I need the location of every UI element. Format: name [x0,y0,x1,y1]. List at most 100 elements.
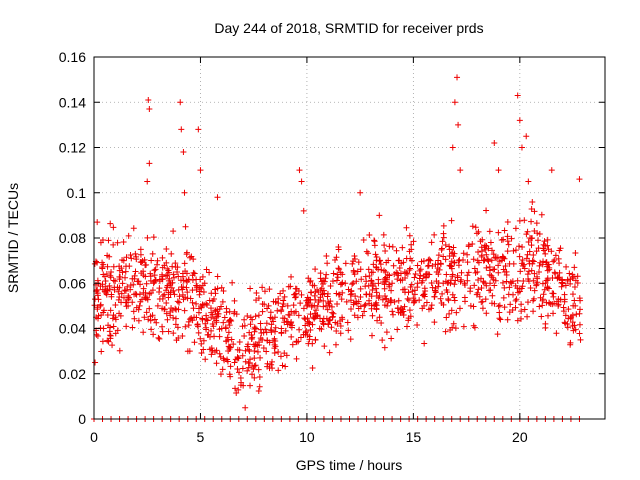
data-point [195,323,201,330]
data-point [389,280,396,287]
data-point [116,284,123,291]
data-point [298,291,305,298]
data-point [319,318,326,325]
data-point [204,301,211,308]
data-point [214,194,221,201]
data-point [114,239,121,246]
data-point [406,307,413,314]
data-point [189,299,196,306]
data-point [245,360,252,367]
data-point [302,322,309,329]
data-point [275,367,282,374]
data-point [344,319,351,326]
data-point [287,320,294,327]
data-point [486,228,493,235]
data-point [300,305,307,312]
data-point [332,256,339,263]
data-point [545,246,552,253]
data-point [320,297,327,304]
data-point [396,264,403,271]
data-point [104,263,111,270]
data-point [464,277,471,284]
data-point [514,277,521,284]
data-point [103,270,110,277]
data-point [365,282,372,289]
data-point [143,309,150,316]
data-point [496,258,503,265]
data-point [256,339,263,346]
data-point [494,331,501,338]
data-point [163,299,170,306]
data-point [227,363,234,370]
data-point [155,334,162,341]
data-point [123,323,130,330]
data-point [283,318,290,325]
data-point [211,333,218,340]
data-point [91,260,98,267]
data-point [123,299,130,306]
data-point [474,257,481,264]
data-point [510,247,517,254]
data-point [531,227,538,234]
data-point [425,306,432,313]
data-point [572,249,579,256]
data-point [232,356,239,363]
data-point [219,298,226,305]
data-point [119,280,126,287]
data-point [501,284,508,291]
data-point [339,289,346,296]
data-point [263,348,270,355]
data-point [540,291,547,298]
data-point [478,299,485,306]
data-point [133,256,140,263]
data-point [163,310,170,317]
data-point [421,302,428,309]
data-point [260,345,267,352]
data-point [497,316,504,323]
data-point [271,345,278,352]
data-point [334,274,341,281]
y-tick-label: 0.1 [67,185,87,201]
data-point [381,242,388,249]
axis-ticks: 0 0.02 0.04 0.06 0.08 0.1 0.12 0.14 0.16 0 5 10 15 20 [59,49,605,445]
data-point [159,264,166,271]
data-point [494,254,501,261]
data-point [553,330,560,337]
data-point [213,347,220,354]
data-point [350,280,357,287]
data-point [110,277,117,284]
data-point [414,280,421,287]
data-point [97,302,104,309]
data-point [277,290,284,297]
data-point [438,245,445,252]
data-point [452,325,459,332]
data-point [189,287,196,294]
data-point [229,279,236,286]
data-point [479,298,486,305]
data-point [183,251,190,258]
data-point [327,298,334,305]
data-point [469,241,476,248]
data-point [500,236,507,243]
data-point [100,271,107,278]
data-point [387,299,394,306]
data-point [509,306,516,313]
data-point [569,271,576,278]
data-point [232,385,239,392]
data-point [334,300,341,307]
data-point [105,338,112,345]
data-point [269,365,276,372]
data-point [432,261,439,268]
data-point [142,262,149,269]
data-point [272,328,279,335]
data-point [171,291,178,298]
data-point [542,242,549,249]
data-point [262,326,269,333]
data-point [104,337,111,344]
data-point [220,287,227,294]
data-point [168,305,175,312]
data-point [268,361,275,368]
data-point [431,231,438,238]
y-axis-label: SRMTID / TECUs [5,183,21,293]
